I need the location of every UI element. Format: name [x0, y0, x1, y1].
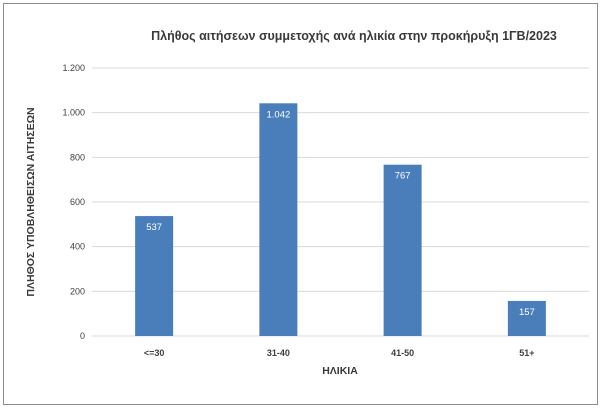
chart-title: Πλήθος αιτήσεων συμμετοχής ανά ηλικία στ…: [151, 29, 557, 43]
y-tick-label: 800: [70, 152, 85, 162]
x-axis-label: ΗΛΙΚΙΑ: [322, 365, 358, 377]
y-tick-label: 400: [70, 242, 85, 252]
y-tick-label: 1.000: [62, 108, 85, 118]
data-label: 537: [146, 222, 162, 233]
data-labels: 537 1.042 767 157: [146, 109, 535, 318]
x-tick-label: 41-50: [391, 348, 414, 358]
data-label: 1.042: [266, 109, 290, 120]
bar: [507, 300, 546, 336]
y-tick-label: 1.200: [62, 63, 85, 73]
y-tick-label: 600: [70, 197, 85, 207]
y-axis-label: ΠΛΗΘΟΣ ΥΠΟΒΛΗΘΕΙΣΩΝ ΑΙΤΗΣΕΩΝ: [25, 107, 37, 296]
chart-frame: Πλήθος αιτήσεων συμμετοχής ανά ηλικία στ…: [3, 3, 598, 405]
bars: [135, 103, 546, 336]
y-tick-label: 200: [70, 286, 85, 296]
y-tick-label: 0: [80, 331, 85, 341]
x-tick-label: 31-40: [267, 348, 290, 358]
bar-chart: Πλήθος αιτήσεων συμμετοχής ανά ηλικία στ…: [25, 29, 589, 377]
gridlines: [92, 67, 589, 337]
bar: [259, 103, 298, 336]
bar: [383, 164, 422, 336]
data-label: 767: [395, 171, 411, 182]
data-label: 157: [519, 307, 535, 318]
x-axis-ticks: <=30 31-40 41-50 51+: [144, 348, 535, 358]
x-tick-label: <=30: [144, 348, 165, 358]
y-axis-ticks: 0 200 400 600 800 1.000 1.200: [62, 63, 85, 341]
x-tick-label: 51+: [519, 348, 534, 358]
bar: [135, 216, 174, 336]
